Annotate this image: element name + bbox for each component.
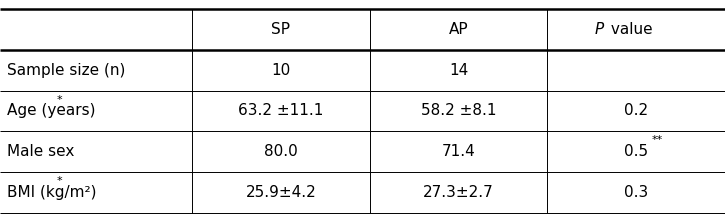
Text: BMI (kg/m²): BMI (kg/m²)	[7, 185, 96, 200]
Text: 0.5: 0.5	[624, 144, 648, 159]
Text: value: value	[605, 22, 652, 37]
Text: 0.2: 0.2	[624, 103, 648, 119]
Text: Age (years): Age (years)	[7, 103, 96, 119]
Text: SP: SP	[271, 22, 291, 37]
Text: Sample size (n): Sample size (n)	[7, 63, 125, 78]
Text: AP: AP	[449, 22, 468, 37]
Text: 25.9±4.2: 25.9±4.2	[246, 185, 316, 200]
Text: *: *	[57, 95, 62, 105]
Text: 71.4: 71.4	[442, 144, 476, 159]
Text: 10: 10	[271, 63, 291, 78]
Text: *: *	[57, 176, 62, 186]
Text: Male sex: Male sex	[7, 144, 75, 159]
Text: P: P	[594, 22, 603, 37]
Text: 27.3±2.7: 27.3±2.7	[423, 185, 494, 200]
Text: **: **	[652, 135, 663, 145]
Text: 58.2 ±8.1: 58.2 ±8.1	[420, 103, 497, 119]
Text: 80.0: 80.0	[264, 144, 298, 159]
Text: 0.3: 0.3	[624, 185, 648, 200]
Text: 14: 14	[449, 63, 468, 78]
Text: 63.2 ±11.1: 63.2 ±11.1	[239, 103, 323, 119]
